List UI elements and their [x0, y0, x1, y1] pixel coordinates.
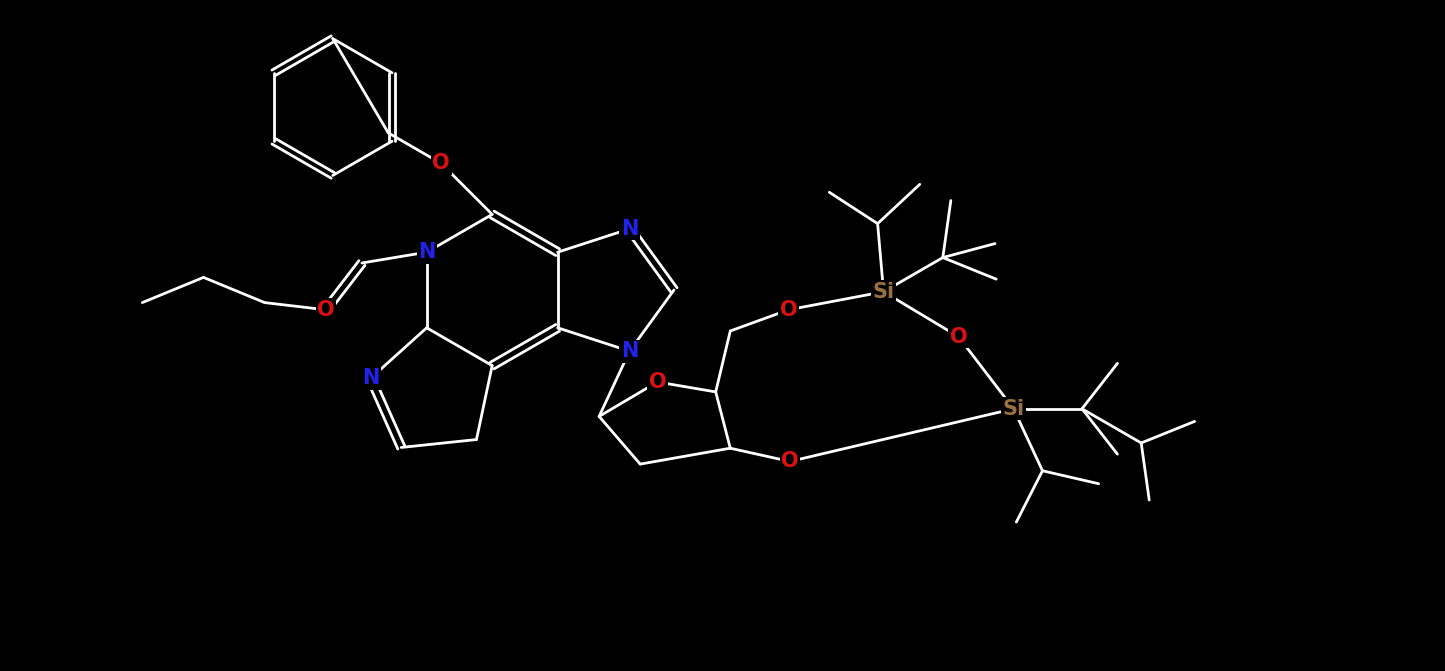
Text: O: O — [949, 327, 967, 347]
Text: Si: Si — [1003, 399, 1025, 419]
Text: O: O — [649, 372, 666, 392]
Text: O: O — [780, 300, 798, 320]
Text: N: N — [418, 242, 435, 262]
Text: Si: Si — [873, 282, 894, 302]
Text: N: N — [621, 341, 639, 361]
Text: O: O — [432, 154, 449, 174]
Text: O: O — [316, 300, 335, 320]
Text: N: N — [621, 219, 639, 239]
Text: N: N — [361, 368, 379, 389]
Text: O: O — [782, 452, 799, 472]
